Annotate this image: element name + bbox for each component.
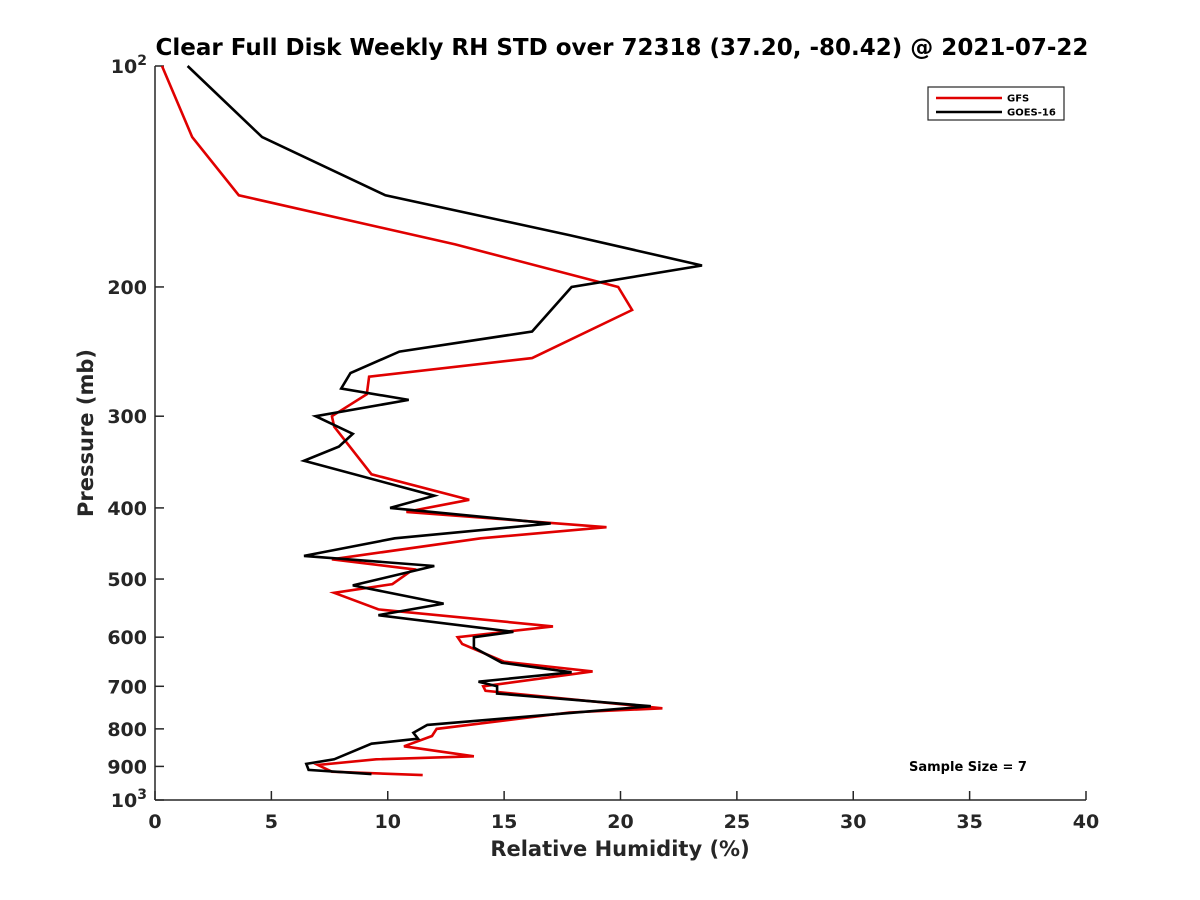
- series-lines: [160, 65, 703, 777]
- y-tick-label: 600: [107, 627, 147, 649]
- y-tick-label: 400: [107, 498, 147, 520]
- legend-label: GFS: [1007, 94, 1029, 105]
- x-axis-title: Relative Humidity (%): [490, 837, 749, 861]
- x-tick-label: 10: [375, 811, 401, 833]
- x-tick-label: 35: [956, 811, 982, 833]
- y-tick-label: 102: [111, 53, 147, 78]
- y-axis-title: Pressure (mb): [74, 349, 98, 517]
- y-tick-label: 800: [107, 719, 147, 741]
- x-tick-label: 40: [1073, 811, 1099, 833]
- y-tick-label: 500: [107, 569, 147, 591]
- y-tick-label: 103: [111, 787, 147, 812]
- y-axis-ticks: 102 200 300 400 500 600 700 800 900 103: [107, 53, 164, 812]
- sample-size-annotation: Sample Size = 7: [909, 760, 1027, 775]
- series-line-goes-16: [186, 65, 703, 776]
- chart-title: Clear Full Disk Weekly RH STD over 72318…: [156, 35, 1089, 61]
- x-tick-label: 0: [148, 811, 161, 833]
- y-tick-label: 900: [107, 756, 147, 778]
- x-tick-label: 30: [840, 811, 866, 833]
- x-tick-label: 25: [724, 811, 750, 833]
- x-tick-label: 15: [491, 811, 517, 833]
- y-tick-label: 700: [107, 676, 147, 698]
- plot-area: 0 5 10 15 20 25 30 35 40 102 200 300 400 500 600 700 80…: [107, 53, 1099, 833]
- y-tick-label: 200: [107, 277, 147, 299]
- x-tick-label: 20: [607, 811, 633, 833]
- legend-box: [927, 86, 1065, 121]
- legend: GFS GOES-16: [927, 86, 1065, 121]
- y-tick-label: 300: [107, 406, 147, 428]
- legend-label: GOES-16: [1007, 108, 1056, 119]
- x-axis-ticks: 0 5 10 15 20 25 30 35 40: [148, 791, 1099, 833]
- x-tick-label: 5: [265, 811, 278, 833]
